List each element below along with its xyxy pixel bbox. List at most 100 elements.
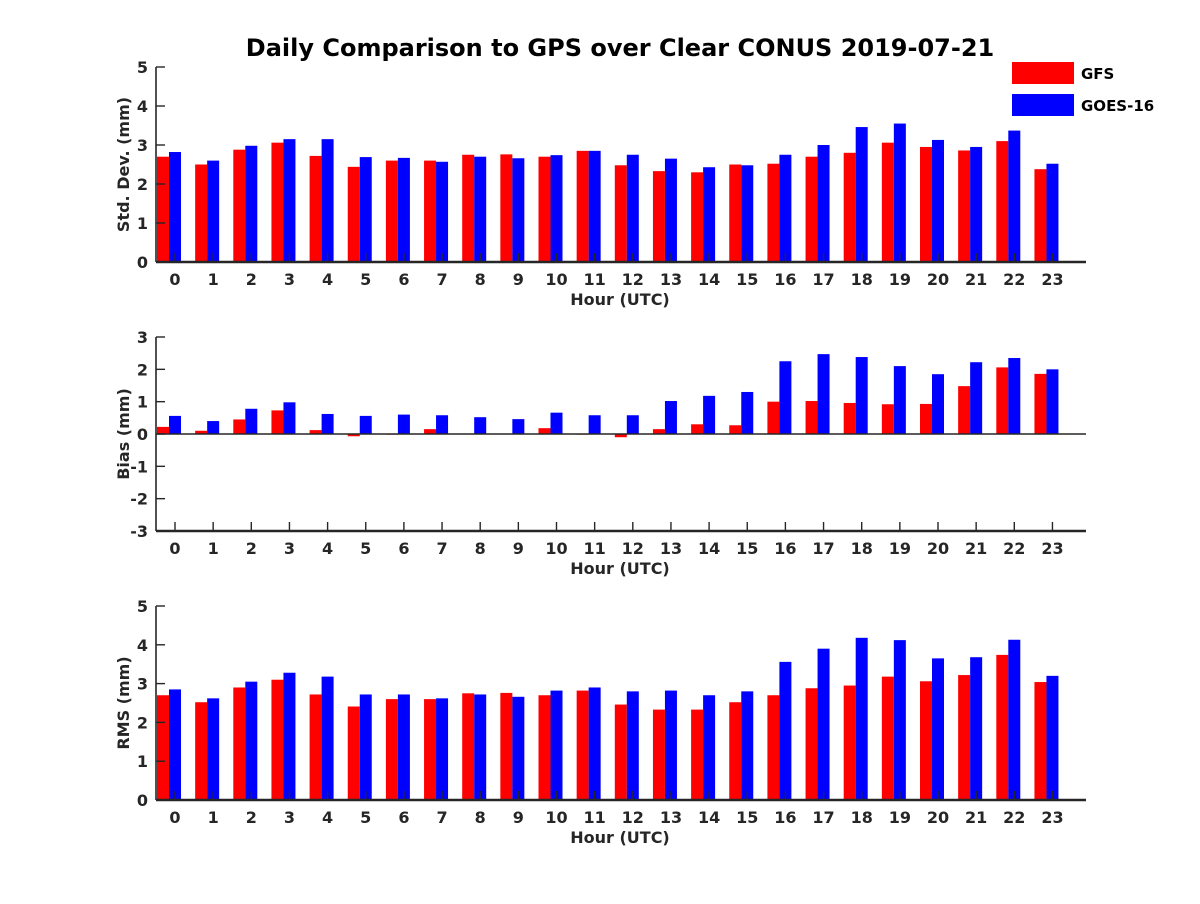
bar-gfs-hour-14 [691, 172, 703, 262]
bar-goes16-hour-0 [169, 416, 181, 434]
bar-goes16-hour-21 [970, 362, 982, 434]
x-tick-label: 23 [1041, 270, 1063, 289]
legend-label-gfs: GFS [1081, 65, 1114, 83]
x-axis-label: Hour (UTC) [570, 559, 670, 578]
bar-goes16-hour-20 [932, 140, 944, 262]
bar-gfs-hour-21 [958, 386, 970, 434]
bar-goes16-hour-20 [932, 658, 944, 800]
x-tick-label: 23 [1041, 539, 1063, 558]
bar-gfs-hour-6 [386, 699, 398, 800]
bar-goes16-hour-7 [436, 698, 448, 800]
bar-gfs-hour-19 [882, 404, 894, 434]
bar-gfs-hour-7 [424, 161, 436, 262]
x-tick-label: 18 [851, 270, 873, 289]
bar-goes16-hour-10 [551, 691, 563, 800]
y-axis-label: Bias (mm) [114, 388, 133, 480]
x-tick-label: 0 [169, 539, 180, 558]
bar-goes16-hour-16 [779, 155, 791, 262]
x-tick-label: 13 [660, 808, 682, 827]
bar-gfs-hour-17 [806, 401, 818, 434]
bar-gfs-hour-22 [996, 141, 1008, 262]
bar-goes16-hour-1 [207, 161, 219, 262]
bar-goes16-hour-20 [932, 374, 944, 434]
x-tick-label: 21 [965, 270, 987, 289]
x-tick-label: 11 [584, 808, 606, 827]
bar-gfs-hour-12 [615, 705, 627, 800]
bar-goes16-hour-3 [283, 402, 295, 434]
y-tick-label: -3 [130, 522, 148, 541]
x-tick-label: 14 [698, 539, 720, 558]
legend-swatch-gfs [1012, 62, 1074, 84]
bar-goes16-hour-2 [245, 682, 257, 800]
bar-goes16-hour-0 [169, 152, 181, 262]
bar-goes16-hour-4 [322, 677, 334, 800]
bar-gfs-hour-13 [653, 171, 665, 262]
bar-goes16-hour-7 [436, 162, 448, 262]
bar-gfs-hour-1 [195, 702, 207, 800]
bar-gfs-hour-13 [653, 710, 665, 800]
x-tick-label: 12 [622, 808, 644, 827]
x-tick-label: 17 [812, 808, 834, 827]
x-tick-label: 14 [698, 808, 720, 827]
x-tick-label: 4 [322, 270, 333, 289]
x-tick-label: 18 [851, 808, 873, 827]
bar-gfs-hour-18 [844, 686, 856, 800]
x-tick-label: 5 [360, 808, 371, 827]
bar-gfs-hour-20 [920, 147, 932, 262]
bar-gfs-hour-23 [1034, 374, 1046, 434]
x-tick-label: 15 [736, 270, 758, 289]
bar-goes16-hour-14 [703, 695, 715, 800]
bar-gfs-hour-2 [233, 687, 245, 800]
x-tick-label: 4 [322, 539, 333, 558]
y-tick-label: 2 [137, 713, 148, 732]
bar-gfs-hour-3 [271, 143, 283, 262]
bar-goes16-hour-21 [970, 657, 982, 800]
bar-gfs-hour-12 [615, 165, 627, 262]
bar-goes16-hour-11 [589, 415, 601, 434]
x-tick-label: 17 [812, 539, 834, 558]
bar-goes16-hour-17 [818, 354, 830, 434]
bar-goes16-hour-19 [894, 124, 906, 262]
x-tick-label: 5 [360, 539, 371, 558]
bar-goes16-hour-10 [551, 155, 563, 262]
bar-gfs-hour-16 [767, 402, 779, 434]
bar-gfs-hour-16 [767, 695, 779, 800]
bar-goes16-hour-9 [512, 158, 524, 262]
bar-gfs-hour-19 [882, 677, 894, 800]
bar-goes16-hour-10 [551, 413, 563, 434]
bar-goes16-hour-9 [512, 419, 524, 434]
bar-goes16-hour-16 [779, 361, 791, 434]
bar-goes16-hour-3 [283, 139, 295, 262]
bar-goes16-hour-5 [360, 416, 372, 434]
x-tick-label: 7 [436, 808, 447, 827]
y-axis-label: RMS (mm) [114, 656, 133, 749]
bar-goes16-hour-6 [398, 694, 410, 800]
bar-goes16-hour-12 [627, 415, 639, 434]
bar-goes16-hour-2 [245, 146, 257, 262]
bar-gfs-hour-19 [882, 143, 894, 262]
bar-goes16-hour-4 [322, 414, 334, 434]
bar-gfs-hour-0 [157, 427, 169, 434]
bar-gfs-hour-2 [233, 150, 245, 262]
x-tick-label: 15 [736, 539, 758, 558]
bar-gfs-hour-3 [271, 410, 283, 434]
bar-gfs-hour-21 [958, 150, 970, 262]
bar-gfs-hour-10 [539, 157, 551, 262]
x-tick-label: 14 [698, 270, 720, 289]
bar-gfs-hour-4 [310, 156, 322, 262]
bar-gfs-hour-20 [920, 681, 932, 800]
x-tick-label: 3 [284, 270, 295, 289]
x-tick-label: 1 [208, 808, 219, 827]
bar-goes16-hour-7 [436, 415, 448, 434]
x-tick-label: 6 [398, 539, 409, 558]
bar-gfs-hour-1 [195, 165, 207, 263]
bar-goes16-hour-11 [589, 687, 601, 800]
bar-gfs-hour-4 [310, 694, 322, 800]
bar-goes16-hour-16 [779, 662, 791, 800]
bar-gfs-hour-18 [844, 403, 856, 434]
x-tick-label: 2 [246, 808, 257, 827]
